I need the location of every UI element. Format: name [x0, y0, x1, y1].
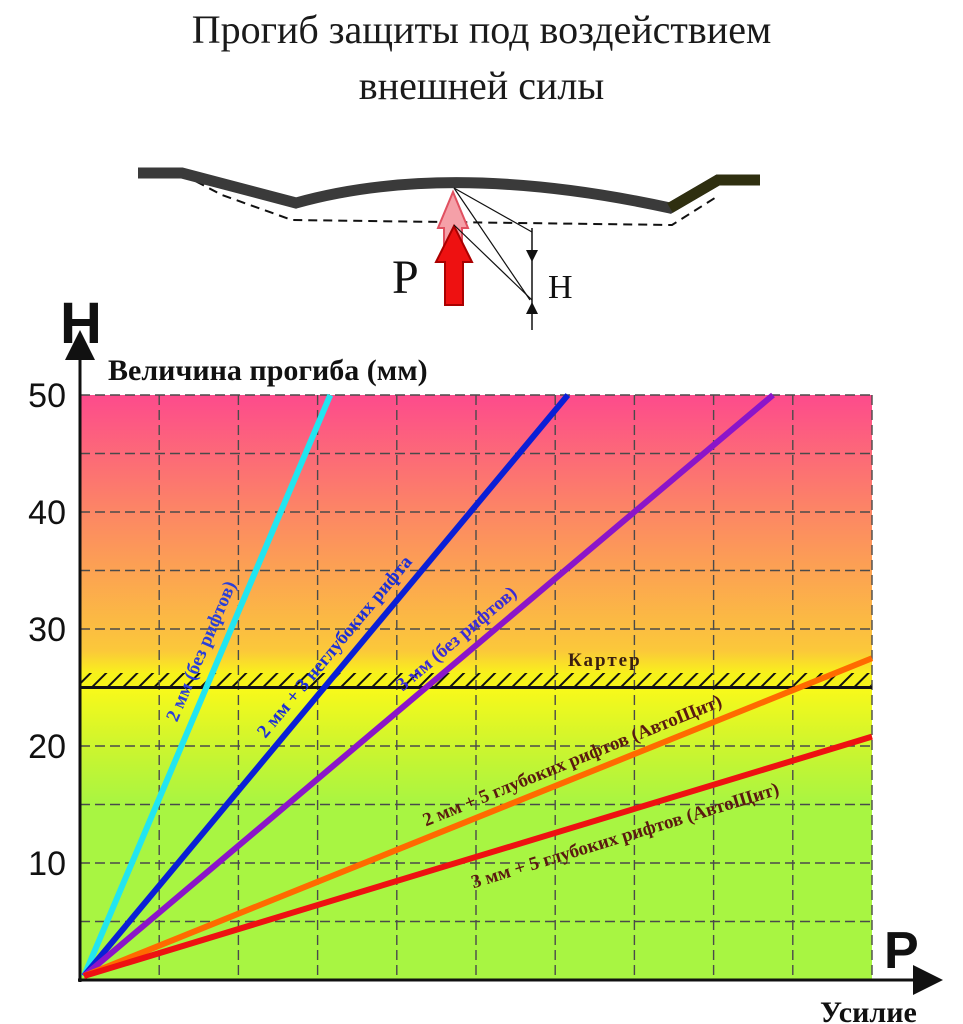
series-line — [83, 733, 873, 979]
force-letter: P — [392, 251, 419, 304]
force-arrow-icon — [434, 223, 474, 306]
x-axis-letter: P — [884, 922, 919, 980]
y-axis-letter: H — [60, 291, 102, 356]
y-axis-label: Величина прогиба (мм) — [108, 354, 428, 387]
series-line — [81, 393, 571, 978]
threshold-label: Картер — [568, 650, 642, 671]
series-lines — [81, 392, 874, 979]
y-tick-labels: 10 20 30 40 50 — [28, 377, 66, 883]
y-tick-label: 20 — [28, 728, 66, 766]
deflection-letter: H — [548, 269, 573, 306]
y-tick-label: 30 — [28, 611, 66, 649]
plate-end-right — [667, 174, 760, 213]
series-line — [82, 655, 874, 979]
title-line-1: Прогиб защиты под воздействием — [191, 7, 772, 52]
x-axis-label: Усилие — [820, 996, 917, 1024]
series-line — [82, 392, 775, 979]
series-line — [81, 393, 334, 978]
y-tick-label: 40 — [28, 494, 66, 532]
y-tick-label: 10 — [28, 845, 66, 883]
title-line-2: внешней силы — [358, 63, 605, 108]
deflection-diagram: P H — [138, 167, 760, 330]
page-title: Прогиб защиты под воздействием внешней с… — [0, 2, 963, 114]
plate-deflected — [138, 167, 760, 214]
y-tick-label: 50 — [28, 377, 66, 415]
force-arrow-ghost — [436, 189, 470, 251]
axes: H Величина прогиба (мм) P Усилие — [60, 291, 943, 1024]
